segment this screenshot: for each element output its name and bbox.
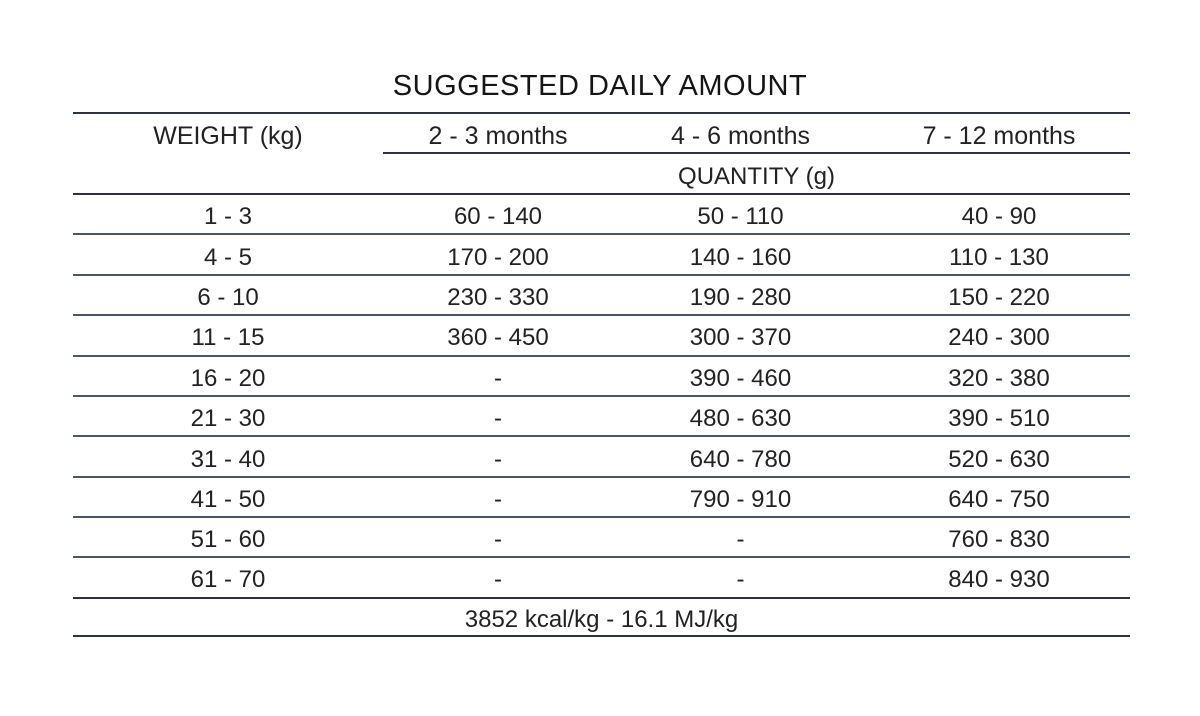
- quantity-cell: -: [494, 526, 502, 553]
- row-divider: [73, 233, 1130, 235]
- quantity-cell: 390 - 510: [948, 405, 1050, 432]
- age-header-2-3: 2 - 3 months: [428, 122, 568, 150]
- age-header-7-12: 7 - 12 months: [922, 122, 1076, 150]
- row-divider: [73, 314, 1130, 316]
- quantity-cell: 240 - 300: [948, 324, 1050, 351]
- energy-footer: 3852 kcal/kg - 16.1 MJ/kg: [464, 606, 739, 633]
- weight-cell: 4 - 5: [203, 244, 253, 271]
- quantity-cell: 320 - 380: [948, 365, 1050, 392]
- quantity-cell: 840 - 930: [948, 566, 1050, 593]
- quantity-cell: -: [494, 365, 502, 392]
- weight-cell: 61 - 70: [190, 566, 266, 593]
- row-divider: [73, 435, 1130, 437]
- row-divider: [73, 355, 1130, 357]
- age-header-4-6: 4 - 6 months: [671, 122, 810, 150]
- quantity-cell: 640 - 780: [689, 446, 792, 473]
- quantity-cell: 110 - 130: [949, 244, 1049, 271]
- quantity-cell: 640 - 750: [948, 486, 1050, 513]
- quantity-cell: -: [494, 405, 502, 432]
- quantity-cell: 170 - 200: [447, 244, 549, 271]
- quantity-cell: -: [736, 526, 745, 553]
- quantity-cell: 360 - 450: [447, 324, 549, 351]
- weight-cell: 51 - 60: [190, 526, 266, 553]
- quantity-cell: 60 - 140: [453, 203, 543, 230]
- weight-cell: 31 - 40: [190, 446, 266, 473]
- quantity-cell: 790 - 910: [689, 486, 792, 513]
- weight-cell: 11 - 15: [191, 324, 265, 351]
- quantity-cell: 230 - 330: [447, 284, 549, 311]
- weight-cell: 16 - 20: [190, 365, 266, 392]
- quantity-cell: 390 - 460: [689, 365, 792, 392]
- quantity-cell: 40 - 90: [961, 203, 1037, 230]
- quantity-cell: 300 - 370: [689, 324, 792, 351]
- row-divider: [73, 516, 1130, 518]
- quantity-cell: -: [736, 566, 745, 593]
- quantity-cell: 190 - 280: [689, 284, 792, 311]
- weight-header: WEIGHT (kg): [153, 122, 303, 150]
- quantity-cell: 480 - 630: [689, 405, 792, 432]
- quantity-label: QUANTITY (g): [678, 163, 835, 190]
- row-divider: [73, 597, 1130, 599]
- weight-cell: 41 - 50: [190, 486, 266, 513]
- quantity-cell: 50 - 110: [697, 203, 784, 230]
- quantity-cell: -: [494, 566, 502, 593]
- quantity-cell: -: [494, 486, 502, 513]
- row-divider: [73, 395, 1130, 397]
- row-divider: [73, 274, 1130, 276]
- quantity-cell: 140 - 160: [689, 244, 792, 271]
- quantity-cell: 520 - 630: [948, 446, 1050, 473]
- subheader-rule: [383, 152, 1130, 154]
- row-divider: [73, 556, 1130, 558]
- top-rule: [73, 112, 1130, 114]
- weight-cell: 6 - 10: [197, 284, 259, 311]
- quantity-cell: -: [494, 446, 502, 473]
- header-rule: [73, 193, 1130, 195]
- row-divider: [73, 476, 1130, 478]
- weight-cell: 1 - 3: [203, 203, 253, 230]
- bottom-rule: [73, 635, 1130, 637]
- weight-cell: 21 - 30: [190, 405, 266, 432]
- quantity-cell: 760 - 830: [948, 526, 1050, 553]
- table-title: SUGGESTED DAILY AMOUNT: [392, 70, 808, 102]
- quantity-cell: 150 - 220: [948, 284, 1050, 311]
